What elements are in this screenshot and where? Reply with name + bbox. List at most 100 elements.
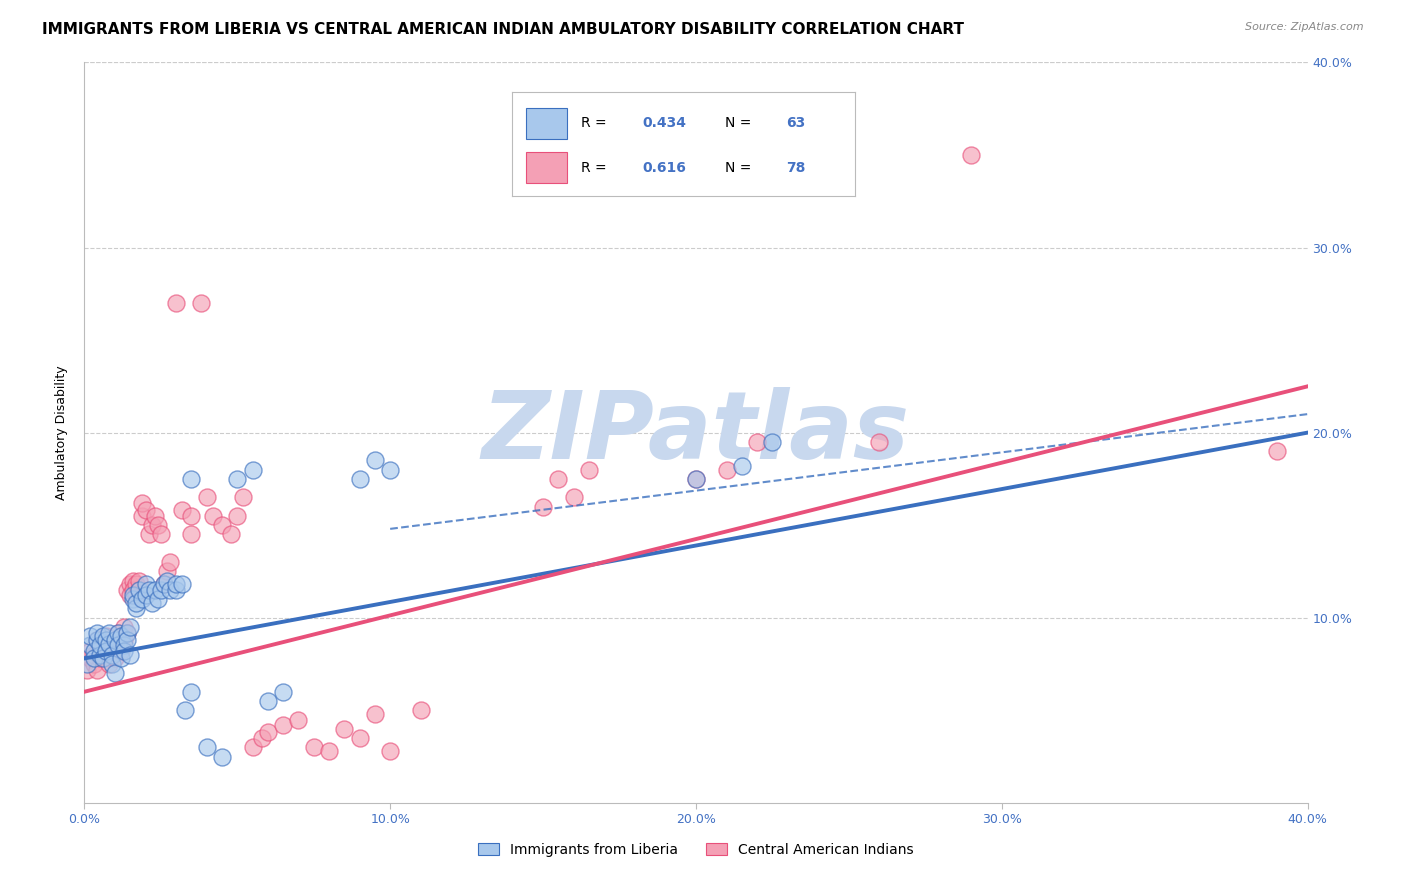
Point bbox=[115, 632, 138, 647]
Point bbox=[128, 582, 150, 597]
Point bbox=[747, 434, 769, 449]
Point bbox=[91, 629, 114, 643]
Point bbox=[122, 589, 145, 603]
Point bbox=[219, 527, 242, 541]
Point bbox=[91, 639, 114, 653]
Y-axis label: Ambulatory Disability: Ambulatory Disability bbox=[55, 366, 69, 500]
Point bbox=[107, 639, 129, 653]
Point bbox=[86, 663, 108, 677]
Point bbox=[107, 625, 129, 640]
Point bbox=[101, 657, 124, 671]
Text: Source: ZipAtlas.com: Source: ZipAtlas.com bbox=[1246, 22, 1364, 32]
Point bbox=[112, 620, 135, 634]
Point bbox=[122, 574, 145, 588]
Point bbox=[960, 148, 983, 162]
Point bbox=[131, 508, 153, 523]
Point bbox=[195, 491, 218, 505]
Point bbox=[112, 639, 135, 653]
Point bbox=[104, 651, 127, 665]
Point bbox=[110, 651, 132, 665]
Point bbox=[104, 666, 127, 681]
Point bbox=[115, 625, 138, 640]
Point bbox=[83, 657, 105, 671]
Point bbox=[302, 740, 325, 755]
Point bbox=[761, 434, 783, 449]
Text: IMMIGRANTS FROM LIBERIA VS CENTRAL AMERICAN INDIAN AMBULATORY DISABILITY CORRELA: IMMIGRANTS FROM LIBERIA VS CENTRAL AMERI… bbox=[42, 22, 965, 37]
Point bbox=[271, 685, 294, 699]
Point bbox=[174, 703, 197, 717]
Point bbox=[180, 685, 202, 699]
Point bbox=[125, 601, 148, 615]
Point bbox=[172, 577, 194, 591]
Point bbox=[104, 632, 127, 647]
Point bbox=[156, 574, 179, 588]
Point bbox=[138, 527, 160, 541]
Point bbox=[101, 648, 124, 662]
Point bbox=[242, 462, 264, 476]
Point bbox=[76, 657, 98, 671]
Point bbox=[149, 582, 172, 597]
Point bbox=[578, 462, 600, 476]
Point bbox=[97, 644, 120, 658]
Point bbox=[364, 453, 387, 467]
Point bbox=[97, 637, 120, 651]
Point bbox=[122, 592, 145, 607]
Point bbox=[79, 639, 101, 653]
Point bbox=[143, 582, 166, 597]
Point bbox=[97, 625, 120, 640]
Point bbox=[562, 491, 585, 505]
Point bbox=[165, 296, 187, 310]
Point bbox=[120, 620, 142, 634]
Point bbox=[149, 527, 172, 541]
Point bbox=[333, 722, 356, 736]
Point bbox=[716, 462, 738, 476]
Point bbox=[89, 644, 111, 658]
Point bbox=[141, 518, 163, 533]
Point bbox=[143, 508, 166, 523]
Point bbox=[165, 577, 187, 591]
Point bbox=[138, 582, 160, 597]
Point bbox=[79, 651, 101, 665]
Point bbox=[125, 589, 148, 603]
Point bbox=[190, 296, 212, 310]
Point bbox=[135, 503, 157, 517]
Point bbox=[128, 582, 150, 597]
Point bbox=[120, 589, 142, 603]
Point bbox=[180, 472, 202, 486]
Point bbox=[122, 582, 145, 597]
Point bbox=[146, 518, 169, 533]
Point bbox=[685, 472, 707, 486]
Point bbox=[89, 639, 111, 653]
Point bbox=[180, 527, 202, 541]
Point bbox=[79, 644, 101, 658]
Point bbox=[128, 574, 150, 588]
Point bbox=[94, 632, 117, 647]
Point bbox=[107, 625, 129, 640]
Point bbox=[287, 713, 309, 727]
Point bbox=[271, 718, 294, 732]
Point bbox=[211, 518, 233, 533]
Point bbox=[76, 663, 98, 677]
Point bbox=[531, 500, 554, 514]
Point bbox=[172, 503, 194, 517]
Point bbox=[83, 648, 105, 662]
Point bbox=[159, 555, 181, 569]
Point bbox=[226, 472, 249, 486]
Point bbox=[107, 639, 129, 653]
Point bbox=[86, 632, 108, 647]
Point bbox=[83, 644, 105, 658]
Point bbox=[115, 625, 138, 640]
Point bbox=[731, 458, 754, 473]
Point bbox=[120, 648, 142, 662]
Point bbox=[135, 589, 157, 603]
Point bbox=[201, 508, 224, 523]
Point bbox=[79, 629, 101, 643]
Point bbox=[97, 657, 120, 671]
Point bbox=[226, 508, 249, 523]
Point bbox=[146, 592, 169, 607]
Point bbox=[165, 582, 187, 597]
Point bbox=[156, 565, 179, 579]
Point bbox=[91, 651, 114, 665]
Point bbox=[131, 496, 153, 510]
Point bbox=[153, 577, 176, 591]
